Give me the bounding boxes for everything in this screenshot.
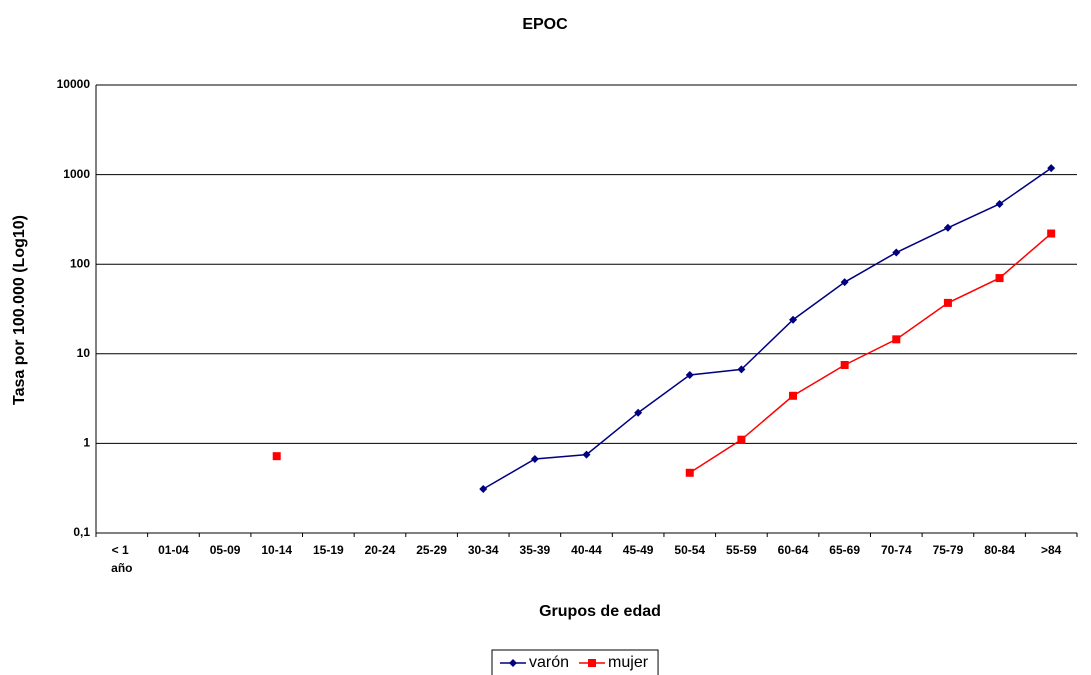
marker [737, 435, 746, 444]
marker [479, 484, 488, 493]
x-tick-label: 25-29 [416, 543, 447, 557]
marker [892, 248, 901, 257]
legend-box [491, 649, 659, 675]
x-tick-label: 65-69 [829, 543, 860, 557]
marker [509, 659, 517, 667]
y-tick-label: 10 [77, 346, 91, 360]
x-tick-label: 50-54 [674, 543, 705, 557]
chart-title: EPOC [522, 16, 568, 33]
x-tick-label: 05-09 [210, 543, 241, 557]
marker [588, 659, 597, 667]
x-tick-label: 45-49 [623, 543, 654, 557]
y-tick-label: 10000 [57, 77, 91, 91]
series-line [689, 232, 1052, 474]
x-axis-label: Grupos de edad [539, 603, 661, 620]
marker [272, 452, 281, 461]
x-tick-label: 75-79 [933, 543, 964, 557]
x-tick-label: 55-59 [726, 543, 757, 557]
marker [943, 298, 952, 307]
marker [943, 223, 952, 232]
marker [737, 365, 746, 374]
x-tick-label: 01-04 [158, 543, 189, 557]
x-tick-label: 10-14 [261, 543, 292, 557]
x-tick-label: 35-39 [520, 543, 551, 557]
y-tick-label: 0,1 [73, 525, 90, 539]
legend: varón mujer [491, 649, 659, 675]
x-tick-label: 15-19 [313, 543, 344, 557]
y-axis-label: Tasa por 100.000 (Log10) [11, 215, 28, 405]
y-tick-label: 1000 [63, 167, 90, 181]
marker [995, 274, 1004, 283]
marker [789, 391, 798, 400]
x-tick-label: 20-24 [365, 543, 396, 557]
x-tick-label: 60-64 [778, 543, 809, 557]
x-tick-label: 30-34 [468, 543, 499, 557]
marker [634, 408, 643, 417]
marker [685, 468, 694, 477]
legend-label: mujer [608, 654, 649, 671]
x-tick-label: 80-84 [984, 543, 1015, 557]
legend-label: varón [529, 654, 569, 671]
y-tick-label: 1 [83, 436, 90, 450]
series-line [482, 167, 1052, 490]
marker [1047, 229, 1056, 238]
marker [840, 278, 849, 287]
marker [840, 360, 849, 369]
marker [685, 370, 694, 379]
marker [530, 454, 539, 463]
y-tick-label: 100 [70, 256, 90, 270]
marker [892, 335, 901, 344]
marker [582, 450, 591, 459]
marker [1047, 164, 1056, 173]
x-tick-label: >84 [1041, 543, 1062, 557]
marker [995, 199, 1004, 208]
marker [789, 315, 798, 324]
x-tick-label: 40-44 [571, 543, 602, 557]
x-tick-label: < 1 año [111, 543, 132, 575]
x-tick-label: 70-74 [881, 543, 912, 557]
